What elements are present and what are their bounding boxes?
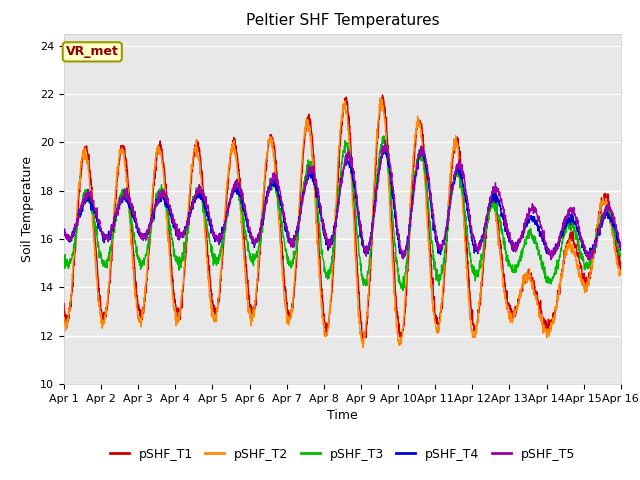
pSHF_T5	[216, 235, 223, 241]
Line: pSHF_T5: pSHF_T5	[64, 140, 621, 260]
pSHF_T5	[617, 244, 625, 250]
pSHF_T5	[371, 206, 378, 212]
pSHF_T4	[585, 256, 593, 262]
pSHF_T3	[371, 200, 378, 205]
pSHF_T1	[60, 300, 68, 306]
pSHF_T4	[60, 228, 68, 234]
pSHF_T2	[505, 309, 513, 314]
pSHF_T3	[568, 222, 576, 228]
pSHF_T2	[376, 95, 384, 101]
pSHF_T2	[617, 268, 625, 274]
pSHF_T3	[617, 254, 625, 260]
pSHF_T5	[568, 207, 576, 213]
pSHF_T4	[418, 145, 426, 151]
pSHF_T3	[584, 264, 591, 270]
pSHF_T1	[359, 336, 367, 342]
pSHF_T5	[381, 137, 389, 143]
pSHF_T4	[617, 247, 625, 252]
pSHF_T1	[617, 266, 625, 272]
pSHF_T1	[568, 229, 576, 235]
Line: pSHF_T1: pSHF_T1	[64, 95, 621, 339]
pSHF_T3	[380, 133, 388, 139]
pSHF_T5	[504, 232, 512, 238]
pSHF_T1	[358, 333, 366, 339]
pSHF_T3	[505, 259, 513, 264]
pSHF_T1	[371, 183, 379, 189]
pSHF_T4	[216, 230, 223, 236]
pSHF_T2	[568, 250, 576, 256]
Line: pSHF_T2: pSHF_T2	[64, 98, 621, 348]
pSHF_T3	[216, 252, 223, 258]
pSHF_T4	[568, 217, 575, 223]
pSHF_T1	[584, 277, 591, 283]
pSHF_T2	[216, 289, 223, 295]
pSHF_T3	[399, 288, 406, 293]
pSHF_T1	[216, 298, 223, 304]
pSHF_T3	[60, 257, 68, 263]
X-axis label: Time: Time	[327, 409, 358, 422]
Text: VR_met: VR_met	[66, 45, 119, 59]
pSHF_T1	[505, 300, 513, 306]
Title: Peltier SHF Temperatures: Peltier SHF Temperatures	[246, 13, 439, 28]
pSHF_T5	[547, 257, 555, 263]
pSHF_T2	[60, 315, 68, 321]
Y-axis label: Soil Temperature: Soil Temperature	[22, 156, 35, 262]
pSHF_T2	[358, 341, 366, 347]
Line: pSHF_T3: pSHF_T3	[64, 136, 621, 290]
Line: pSHF_T4: pSHF_T4	[64, 148, 621, 259]
Legend: pSHF_T1, pSHF_T2, pSHF_T3, pSHF_T4, pSHF_T5: pSHF_T1, pSHF_T2, pSHF_T3, pSHF_T4, pSHF…	[105, 443, 580, 466]
pSHF_T4	[358, 239, 366, 244]
pSHF_T2	[359, 345, 367, 350]
pSHF_T5	[60, 228, 68, 234]
pSHF_T1	[379, 92, 387, 98]
pSHF_T4	[504, 231, 512, 237]
pSHF_T2	[584, 283, 591, 288]
pSHF_T3	[358, 277, 366, 283]
pSHF_T4	[371, 210, 378, 216]
pSHF_T2	[371, 164, 379, 169]
pSHF_T4	[584, 249, 591, 254]
pSHF_T5	[358, 236, 366, 242]
pSHF_T5	[584, 251, 591, 257]
